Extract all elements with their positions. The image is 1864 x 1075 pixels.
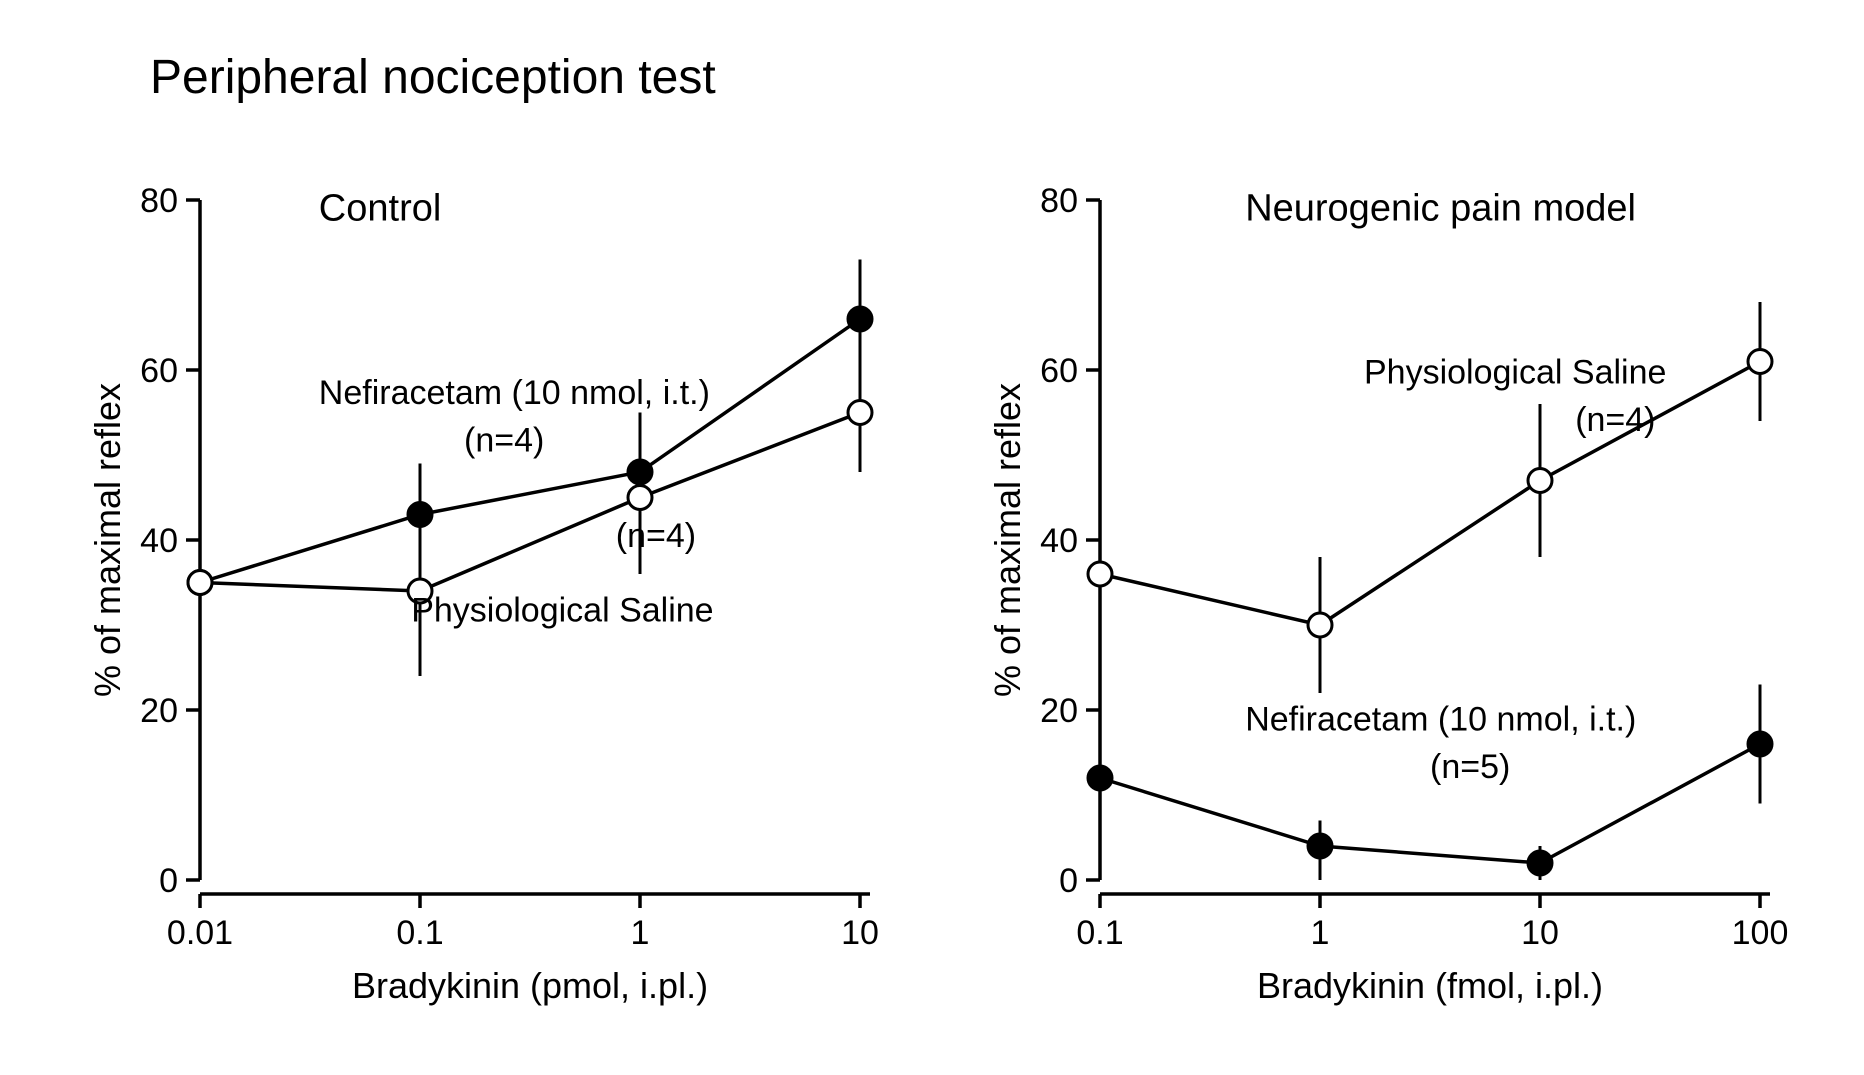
- panel-right: 0204060800.1110100Bradykinin (fmol, i.pl…: [980, 140, 1800, 960]
- marker-open: [848, 401, 872, 425]
- panel-left: 0204060800.010.1110Bradykinin (pmol, i.p…: [80, 140, 900, 960]
- marker-filled: [1748, 732, 1772, 756]
- y-tick-label: 60: [1040, 352, 1078, 390]
- x-tick-label: 10: [841, 914, 879, 952]
- marker-open: [1088, 562, 1112, 586]
- annotation: Neurogenic pain model: [1245, 187, 1636, 229]
- x-tick-label: 100: [1732, 914, 1789, 952]
- marker-open: [188, 571, 212, 595]
- marker-open: [1308, 613, 1332, 637]
- marker-open: [1748, 350, 1772, 374]
- x-tick-label: 0.1: [396, 914, 443, 952]
- y-tick-label: 0: [1059, 862, 1078, 900]
- y-tick-label: 0: [159, 862, 178, 900]
- annotation: Control: [319, 187, 442, 229]
- figure-container: Peripheral nociception test 0 20 40 60 80 0.0…: [40, 40, 1824, 1035]
- figure-title: Peripheral nociception test: [150, 50, 716, 105]
- y-label: % of maximal reflex: [987, 383, 1028, 697]
- y-tick-label: 80: [140, 182, 178, 220]
- x-tick-label: 0.1: [1076, 914, 1123, 952]
- marker-filled: [848, 307, 872, 331]
- x-tick-label: 10: [1521, 914, 1559, 952]
- y-tick-label: 20: [140, 692, 178, 730]
- chart-left-svg: 0 20 40 60 80 0.01 0.1 1 10 Bradykinin (pmol, i.p…: [80, 140, 900, 1040]
- annotation: (n=4): [1575, 401, 1655, 439]
- x-label: Bradykinin (fmol, i.pl.): [1257, 965, 1603, 1006]
- annotation: (n=4): [616, 517, 696, 555]
- y-tick-label: 20: [1040, 692, 1078, 730]
- annotation: Physiological Saline: [411, 592, 713, 630]
- y-tick-label: 60: [140, 352, 178, 390]
- marker-open: [628, 486, 652, 510]
- marker-open: [1528, 469, 1552, 493]
- y-tick-label: 80: [1040, 182, 1078, 220]
- series-line: [1100, 362, 1760, 626]
- x-tick-label: 0.01: [167, 914, 233, 952]
- marker-filled: [1308, 834, 1332, 858]
- x-tick-label: 1: [631, 914, 650, 952]
- annotation: (n=4): [464, 422, 544, 460]
- annotation: Nefiracetam (10 nmol, i.t.): [1245, 700, 1636, 738]
- x-tick-label: 1: [1311, 914, 1330, 952]
- annotation: Physiological Saline: [1364, 354, 1666, 392]
- y-tick-label: 40: [140, 522, 178, 560]
- marker-filled: [1088, 766, 1112, 790]
- marker-filled: [1528, 851, 1552, 875]
- x-label: Bradykinin (pmol, i.pl.): [352, 965, 708, 1006]
- annotation: (n=5): [1430, 748, 1510, 786]
- y-tick-label: 40: [1040, 522, 1078, 560]
- chart-right-svg: 0 20 40 60 80 0.1 1 10 100 Bradykinin (fmol, i.pl…: [980, 140, 1800, 1040]
- annotation: Nefiracetam (10 nmol, i.t.): [319, 374, 710, 412]
- y-label: % of maximal reflex: [87, 383, 128, 697]
